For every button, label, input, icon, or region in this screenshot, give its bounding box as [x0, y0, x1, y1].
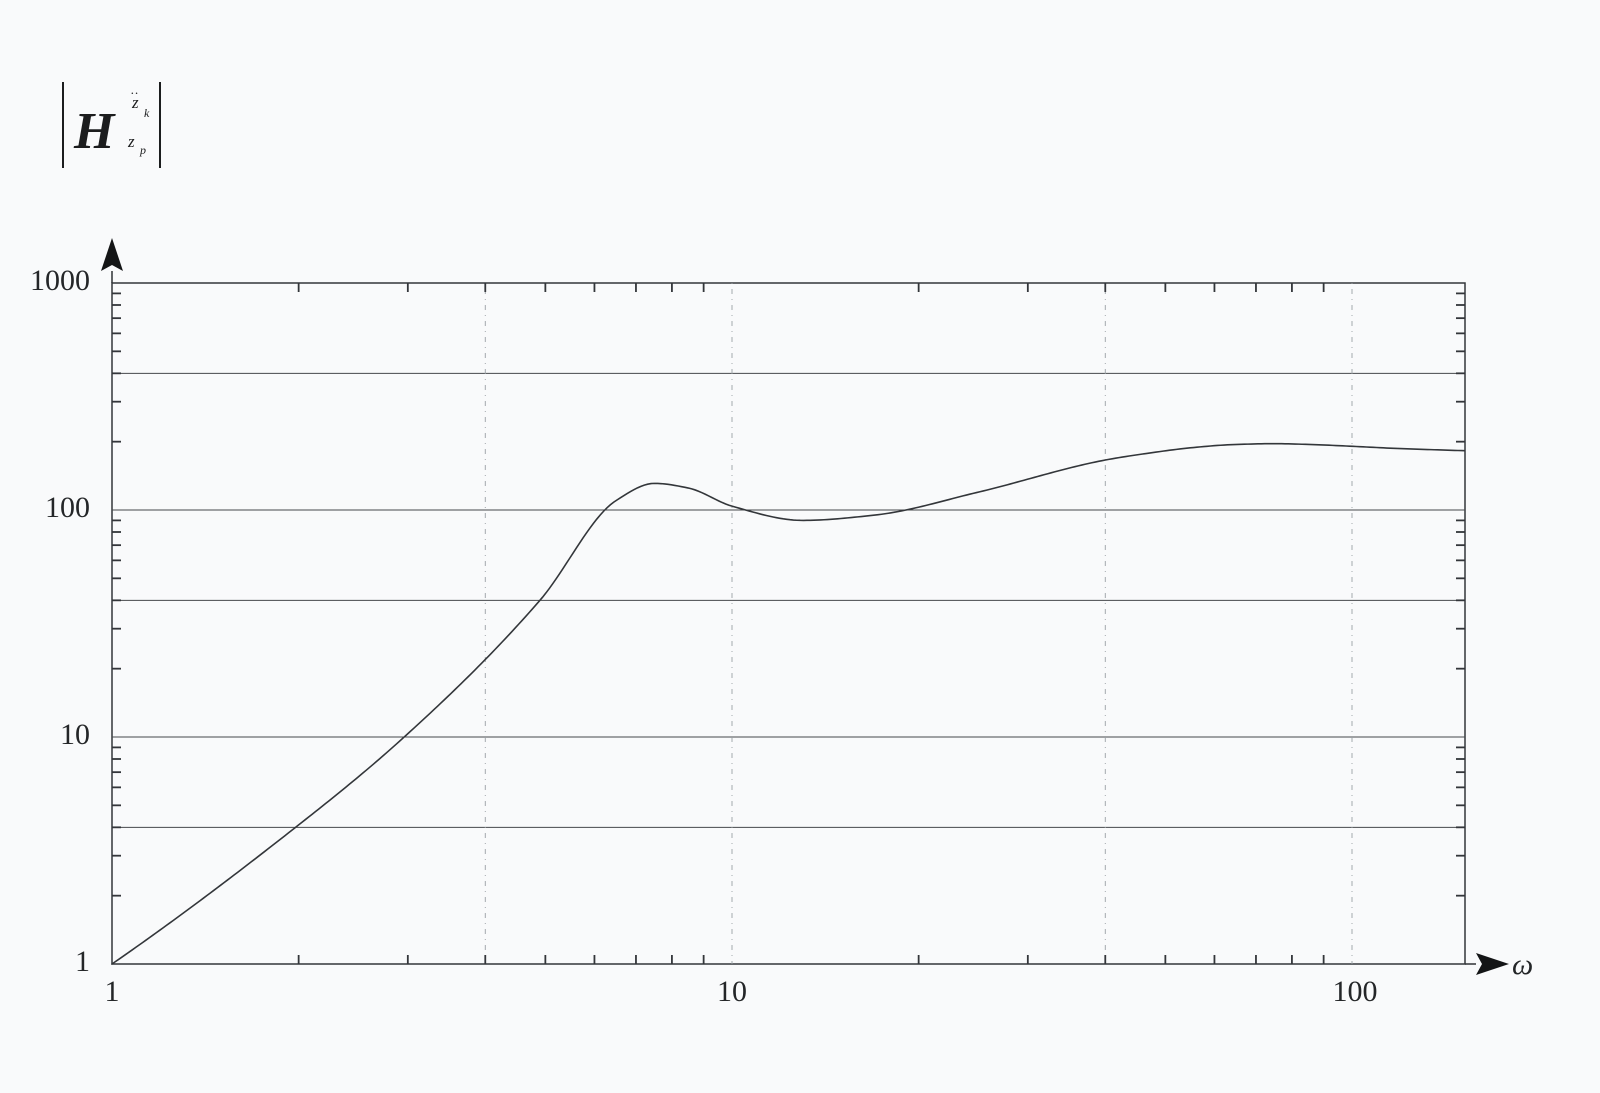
- svg-text:..: ..: [131, 82, 140, 97]
- svg-text:H: H: [73, 103, 116, 160]
- svg-text:z: z: [127, 132, 135, 151]
- svg-text:p: p: [139, 143, 146, 157]
- svg-text:k: k: [144, 106, 150, 120]
